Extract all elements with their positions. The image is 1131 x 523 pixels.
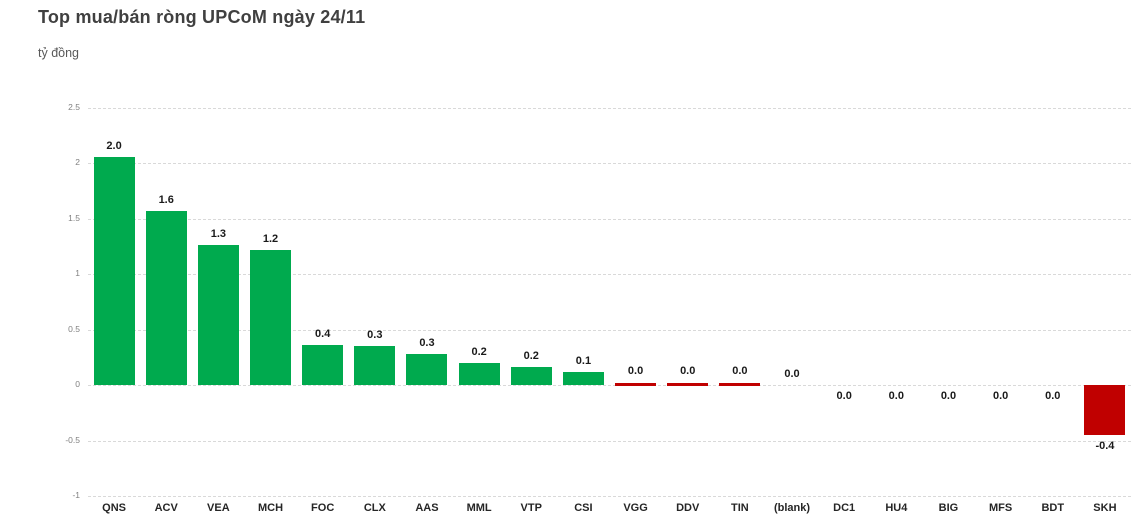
bar-value-label-MFS: 0.0 [992,390,1009,402]
x-axis-category-label-HU4: HU4 [885,502,908,514]
x-axis-category-label-SKH: SKH [1093,502,1117,514]
bar-QNS [93,157,135,385]
bar-value-label-SKH: -0.4 [1095,440,1115,452]
gridline-y-2 [88,163,1131,164]
bar-VTP [510,367,552,385]
x-axis-category-label-FOC: FOC [311,502,335,514]
x-axis-category-label-MFS: MFS [989,502,1013,514]
bar-SKH [1084,385,1126,435]
gridline-y--1 [88,496,1131,497]
bar-VGG [615,383,657,386]
x-axis-category-label-VTP: VTP [520,502,542,514]
bar-CSI [562,372,604,385]
bar-value-label-FOC: 0.4 [315,328,331,340]
bar-value-label-BIG: 0.0 [940,390,957,402]
y-axis-tick-label: 1 [75,268,80,278]
gridline-y-1 [88,274,1131,275]
x-axis-category-label-VEA: VEA [207,502,230,514]
bar-value-label-QNS: 2.0 [106,140,122,152]
x-axis-category-label-TIN: TIN [731,502,749,514]
x-axis-category-label-BIG: BIG [938,502,959,514]
x-axis-category-label-BDT: BDT [1041,502,1065,514]
bar-value-label-TIN: 0.0 [732,365,748,377]
y-axis-tick-label: -0.5 [65,434,80,445]
y-axis-tick-label: 2.5 [68,101,80,112]
gridline-y-2.5 [88,107,1131,109]
x-axis-category-label-(blank): (blank) [773,502,811,514]
chart-unit-label: tỷ đồng [38,46,80,60]
x-axis-category-label-DC1: DC1 [833,502,856,514]
x-axis-category-label-MCH: MCH [257,502,284,514]
bar-FOC [302,345,344,385]
bar-value-label-MML: 0.2 [471,346,487,358]
bar-ACV [145,211,187,385]
bar-value-label-DDV: 0.0 [680,365,696,377]
bar-VEA [197,245,239,385]
bar-TIN [719,383,761,386]
x-axis-category-label-QNS: QNS [102,502,126,514]
x-axis-category-label-MML: MML [466,502,492,514]
bar-CLX [354,346,396,385]
y-axis-tick-label: -1 [72,490,80,500]
bar-value-label-VGG: 0.0 [627,365,644,377]
chart-title: Top mua/bán ròng UPCoM ngày 24/11 [38,7,366,27]
bar-AAS [406,354,448,385]
x-axis-category-label-AAS: AAS [415,502,439,514]
bar-MML [458,363,500,385]
bar-MCH [250,250,292,385]
bar-value-label-MCH: 1.2 [262,233,279,245]
y-axis-tick-label: 0.5 [68,323,80,334]
bar-value-label-AAS: 0.3 [419,337,435,349]
bar-value-label-BDT: 0.0 [1045,390,1061,402]
x-axis-category-label-VGG: VGG [623,502,648,514]
y-axis-tick-label: 1.5 [68,212,80,223]
y-axis-tick-label: 2 [75,157,80,167]
bar-value-label-ACV: 1.6 [158,194,174,206]
bar-value-label-VTP: 0.2 [523,350,539,362]
gridline-y-0 [88,385,1131,386]
bar-value-label-VEA: 1.3 [210,228,227,240]
bar-value-label-(blank): 0.0 [784,368,800,380]
y-axis-tick-label: 0 [75,379,80,389]
x-axis-category-label-DDV: DDV [676,502,700,514]
gridline-y-1.5 [88,218,1131,220]
x-axis-category-label-ACV: ACV [154,502,178,514]
gridline-y-0.5 [88,329,1131,331]
gridline-y--0.5 [88,440,1131,442]
bar-DDV [667,383,709,386]
bar-value-label-CLX: 0.3 [367,329,383,341]
bar-value-label-HU4: 0.0 [888,390,904,402]
x-axis-category-label-CSI: CSI [574,502,593,514]
bar-value-label-CSI: 0.1 [575,355,592,367]
x-axis-category-label-CLX: CLX [363,502,386,514]
bar-value-label-DC1: 0.0 [836,390,852,402]
